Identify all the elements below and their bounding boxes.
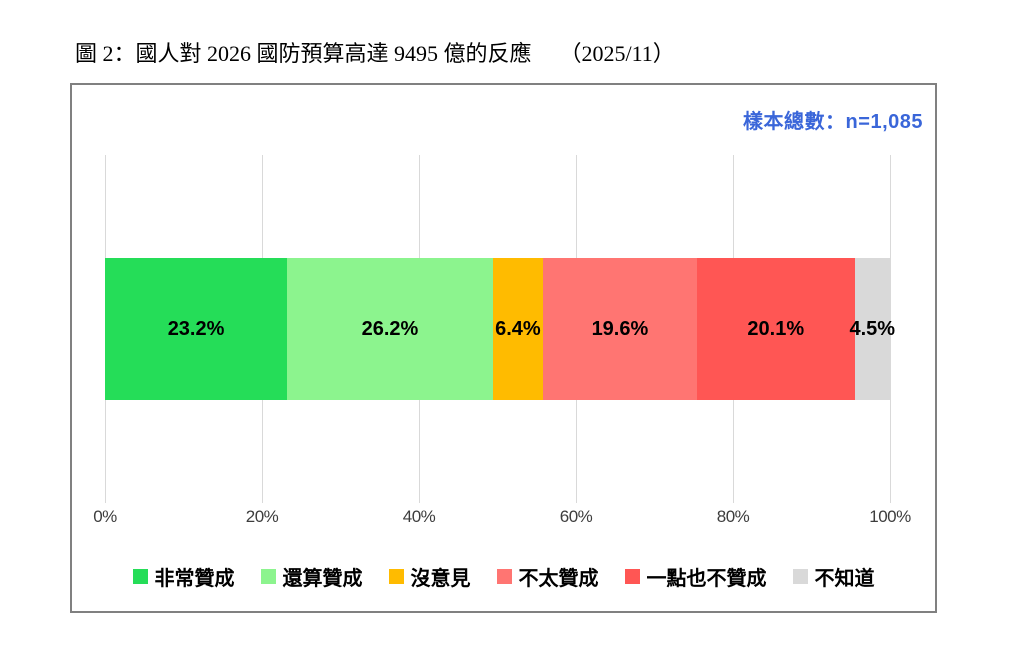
legend-label: 不知道: [814, 568, 875, 590]
page-title-text: 圖 2：國人對 2026 國防預算高達 9495 億的反應: [75, 41, 532, 66]
x-tick-label: 20%: [245, 507, 279, 526]
legend-item-3: 沒意見: [388, 562, 471, 591]
bar-segment-label: 23.2%: [167, 317, 225, 340]
legend-swatch-icon: [132, 569, 148, 584]
legend-item-2: 還算贊成: [260, 562, 363, 591]
legend-item-4: 不太贊成: [496, 562, 599, 591]
page-title-date: （2025/11）: [559, 41, 675, 66]
legend-item-6: 不知道: [792, 562, 875, 591]
legend-label: 沒意見: [410, 568, 471, 590]
sample-size-label: 樣本總數：n=1,085: [743, 111, 923, 133]
x-tick-label: 0%: [93, 507, 117, 526]
legend-swatch-icon: [388, 569, 404, 584]
plot-area: 23.2% 26.2% 6.4% 19.6% 20.1% 4.5% 0% 20% 40% 60%…: [93, 155, 911, 526]
stacked-bar: 23.2% 26.2% 6.4% 19.6% 20.1% 4.5%: [105, 258, 895, 400]
bar-segment-1: 23.2%: [105, 258, 288, 400]
legend-label: 一點也不贊成: [646, 568, 767, 590]
legend-swatch-icon: [624, 569, 640, 584]
legend-label: 還算贊成: [282, 568, 363, 590]
legend-swatch-icon: [260, 569, 276, 584]
bar-segment-label: 6.4%: [495, 317, 541, 340]
x-axis: 0% 20% 40% 60% 80% 100%: [93, 507, 911, 533]
x-tick-label: 100%: [869, 507, 911, 526]
legend-item-1: 非常贊成: [132, 562, 235, 591]
legend-label: 不太贊成: [518, 568, 599, 590]
legend: 非常贊成 還算贊成 沒意見 不太贊成 一點也不贊成 不知道: [72, 562, 935, 591]
bar-segment-label: 19.6%: [591, 317, 649, 340]
gridline: [890, 155, 891, 503]
x-tick-label: 60%: [559, 507, 593, 526]
legend-swatch-icon: [792, 569, 808, 584]
bar-segment-3: 6.4%: [492, 258, 543, 400]
bar-segment-label: 4.5%: [849, 317, 896, 340]
bar-segment-5: 20.1%: [696, 258, 855, 400]
legend-swatch-icon: [496, 569, 512, 584]
x-tick-label: 80%: [716, 507, 750, 526]
bar-segment-4: 19.6%: [543, 258, 697, 400]
bar-segment-label: 26.2%: [361, 317, 419, 340]
bar-segment-6: 4.5%: [850, 258, 895, 400]
legend-label: 非常贊成: [154, 568, 235, 590]
x-tick-label: 40%: [402, 507, 436, 526]
bar-segment-2: 26.2%: [287, 258, 493, 400]
legend-item-5: 一點也不贊成: [624, 562, 767, 591]
chart-panel: 樣本總數：n=1,085 23.2% 26.2% 6.4% 19.6% 20.1% 4.5…: [70, 83, 937, 613]
bar-segment-label: 20.1%: [747, 317, 805, 340]
page-title: 圖 2：國人對 2026 國防預算高達 9495 億的反應 （2025/11）: [75, 36, 675, 68]
